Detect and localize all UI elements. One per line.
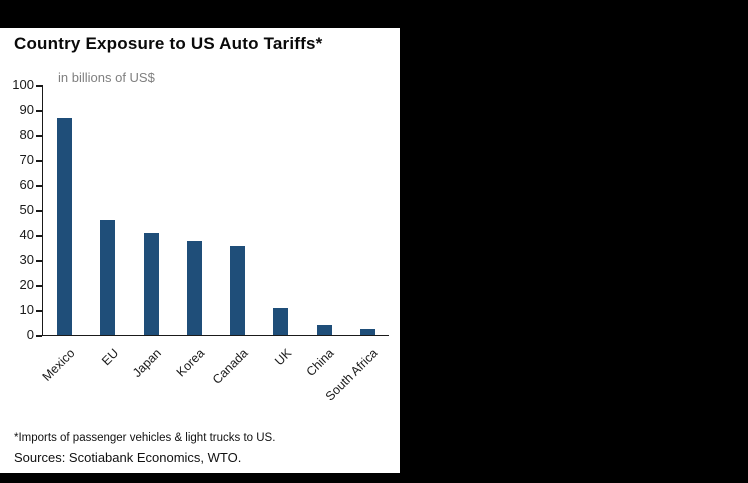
x-category-label: Canada: [209, 346, 251, 387]
y-tick-label: 100: [12, 77, 34, 92]
footnote-imports: *Imports of passenger vehicles & light t…: [14, 432, 276, 444]
y-tick-label: 40: [19, 227, 34, 242]
y-tick-mark: [36, 335, 42, 337]
y-tick-label: 30: [19, 252, 34, 267]
y-tick-mark: [36, 285, 42, 287]
y-tick-mark: [36, 135, 42, 137]
x-category-label: Korea: [173, 346, 208, 380]
y-tick-mark: [36, 210, 42, 212]
y-tick-label: 50: [19, 202, 34, 217]
bar-canada: [230, 246, 246, 335]
x-category-label: UK: [271, 346, 294, 369]
bar-korea: [186, 241, 202, 335]
bar-south-africa: [359, 328, 375, 335]
bar-japan: [143, 232, 159, 335]
y-tick-label: 90: [19, 102, 34, 117]
x-category-label: Mexico: [39, 346, 78, 384]
y-tick-mark: [36, 160, 42, 162]
y-tick-label: 0: [26, 327, 34, 342]
y-tick-label: 60: [19, 177, 34, 192]
y-tick-label: 10: [19, 302, 34, 317]
y-tick-label: 20: [19, 277, 34, 292]
y-tick-mark: [36, 185, 42, 187]
chart-subtitle: in billions of US$: [58, 70, 155, 85]
footnote-sources: Sources: Scotiabank Economics, WTO.: [14, 450, 242, 465]
chart-title: Country Exposure to US Auto Tariffs*: [14, 34, 323, 53]
y-tick-mark: [36, 235, 42, 237]
y-tick-mark: [36, 310, 42, 312]
y-tick-label: 80: [19, 127, 34, 142]
x-axis: Mexico EU Japan Korea Canada UK China South Afr…: [39, 336, 388, 428]
y-tick-label: 70: [19, 152, 34, 167]
x-category-label: EU: [98, 346, 121, 369]
plot-area: [42, 85, 389, 336]
bar-eu: [100, 220, 116, 335]
x-category-label: China: [304, 346, 338, 380]
bar-uk: [273, 307, 289, 335]
y-tick-mark: [36, 85, 42, 87]
x-category-label: Japan: [130, 346, 165, 380]
chart-panel: Country Exposure to US Auto Tariffs* in …: [0, 28, 400, 473]
bar-mexico: [57, 117, 73, 335]
bar-china: [316, 325, 332, 335]
y-tick-mark: [36, 260, 42, 262]
y-tick-mark: [36, 110, 42, 112]
